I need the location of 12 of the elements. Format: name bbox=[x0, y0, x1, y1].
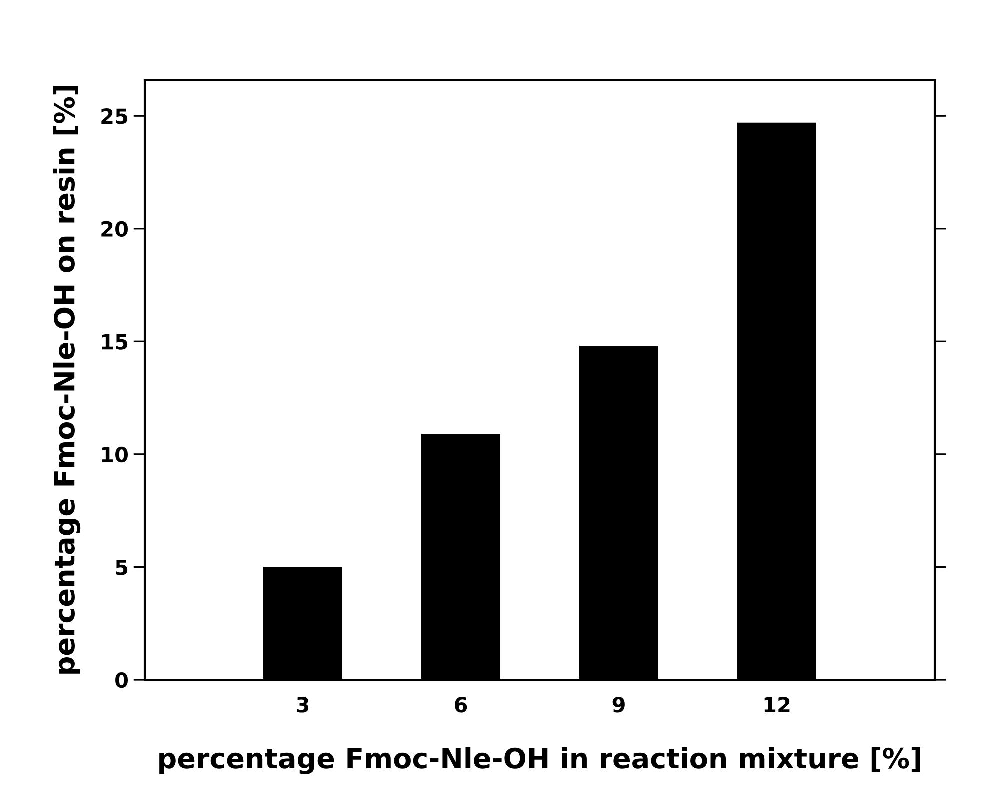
y-tick-label: 5 bbox=[116, 560, 128, 576]
y-tick-label: 25 bbox=[102, 108, 128, 124]
x-tick-label: 9 bbox=[612, 697, 625, 713]
y-tick-label: 10 bbox=[102, 446, 128, 463]
x-tick-label: 3 bbox=[297, 697, 309, 713]
y-tick-label: 20 bbox=[102, 221, 128, 238]
x-axis-title: percentage Fmoc-Nle-OH in reaction mixture [%] bbox=[160, 747, 920, 774]
y-tick-label: 0 bbox=[116, 672, 128, 688]
x-tick-label: 12 bbox=[764, 697, 790, 712]
y-axis-title: percentage Fmoc-Nle-OH on resin [%] bbox=[53, 86, 81, 674]
y-tick-label: 15 bbox=[102, 334, 128, 350]
x-tick-label: 6 bbox=[455, 697, 468, 713]
